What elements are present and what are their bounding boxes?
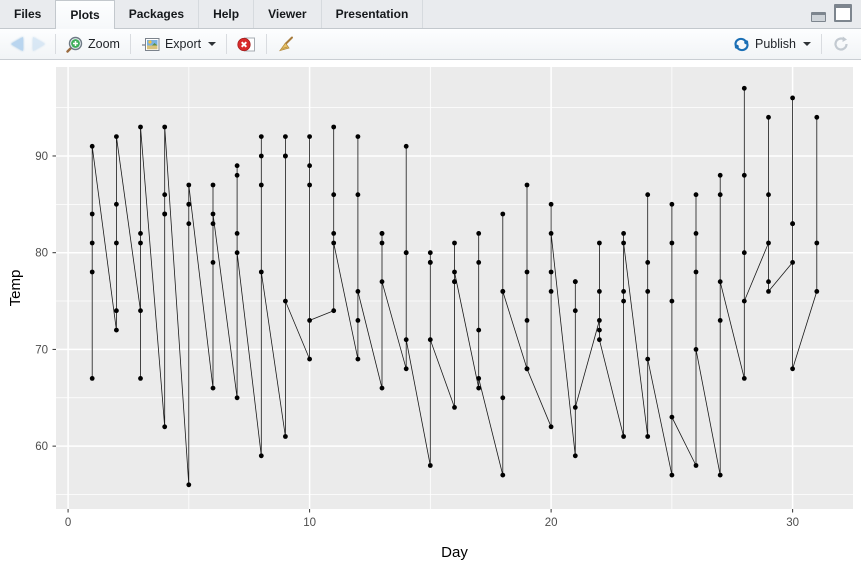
tab-label: Presentation [335,7,409,21]
tab-help[interactable]: Help [199,0,255,28]
red-x-icon [237,37,256,51]
plot-canvas: 0 10 20 30 60 70 80 90 Day Temp [7,67,853,561]
tab-label: Packages [128,7,185,21]
maximize-pane-icon [834,4,852,22]
plot-display-area: 0 10 20 30 60 70 80 90 Day Temp [0,60,861,570]
y-tick-label: 90 [35,151,48,163]
data-points [89,85,820,488]
series-line [91,88,818,485]
publish-button[interactable]: Publish [728,34,816,55]
back-arrow-icon [11,37,23,51]
tab-label: Plots [70,8,100,22]
image-icon [141,37,160,51]
refresh-icon [834,36,848,51]
pane-tabbar: Files Plots Packages Help Viewer Present… [0,0,861,29]
broom-icon [279,36,294,51]
zoom-button[interactable]: Zoom [61,33,125,56]
refresh-plot-button[interactable] [827,32,855,56]
y-tick-label: 80 [35,248,48,260]
toolbar-separator [821,34,822,54]
zoom-button-label: Zoom [88,37,120,51]
tab-viewer[interactable]: Viewer [254,0,322,28]
x-tick-label: 30 [786,517,799,529]
maximize-pane-button[interactable] [834,4,852,22]
magnifier-plus-icon [66,36,83,53]
tab-label: Files [14,7,42,21]
remove-plot-button[interactable] [232,33,261,56]
chevron-down-icon [208,42,217,46]
toolbar-separator [266,34,268,54]
tab-label: Help [213,7,240,21]
plots-toolbar: Zoom Export [0,29,861,60]
toolbar-separator [129,34,131,54]
tab-presentation[interactable]: Presentation [322,0,424,28]
tab-packages[interactable]: Packages [115,0,200,28]
export-menu-button[interactable]: Export [136,34,221,55]
previous-plot-button[interactable] [6,34,28,54]
tab-label: Viewer [268,7,307,21]
x-tick-label: 10 [303,517,316,529]
toolbar-separator [55,34,56,54]
chevron-down-icon [803,42,811,46]
axes: 0 10 20 30 60 70 80 90 Day Temp [7,151,799,561]
tab-files[interactable]: Files [0,0,57,28]
minimize-pane-icon [810,12,826,22]
toolbar-separator [226,34,228,54]
clear-all-plots-button[interactable] [272,33,300,56]
publish-swirl-icon [734,37,749,51]
y-tick-label: 60 [35,441,48,453]
x-tick-label: 20 [545,517,558,529]
publish-button-label: Publish [755,37,796,51]
next-plot-button[interactable] [28,34,50,54]
export-button-label: Export [164,37,202,51]
y-tick-label: 70 [35,344,48,356]
forward-arrow-icon [33,37,45,51]
x-tick-label: 0 [65,517,71,529]
minimize-pane-button[interactable] [809,6,827,22]
tab-plots[interactable]: Plots [55,0,115,29]
y-axis-title: Temp [7,270,24,307]
x-axis-title: Day [441,544,468,561]
